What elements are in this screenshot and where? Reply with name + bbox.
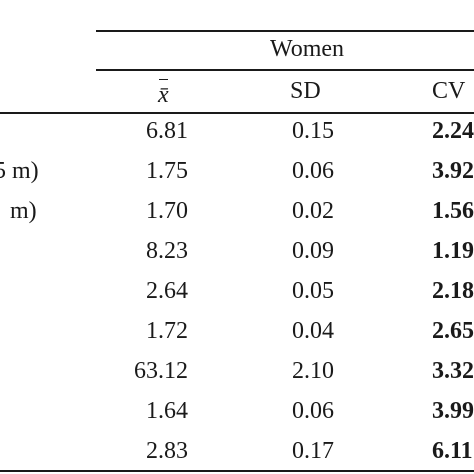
mean-value: 2.83 — [146, 438, 188, 464]
sd-value: 0.04 — [292, 318, 334, 344]
sd-value: 0.02 — [292, 198, 334, 224]
mean-value: 63.12 — [134, 358, 188, 384]
cv-value: 6.11 — [432, 438, 473, 464]
mean-value: 1.75 — [146, 158, 188, 184]
sd-value: 2.10 — [292, 358, 334, 384]
cv-value: 1.19 — [432, 238, 474, 264]
table-row: 6.81 0.15 2.24 — [0, 111, 474, 151]
table-row: 2.64 0.05 2.18 — [0, 271, 474, 311]
column-header-sd: SD — [290, 78, 321, 104]
cv-value: 2.18 — [432, 278, 474, 304]
table-row: 63.12 2.10 3.32 — [0, 351, 474, 391]
cv-value: 3.92 — [432, 158, 474, 184]
cv-value: 2.65 — [432, 318, 474, 344]
group-header-women: Women — [270, 36, 345, 62]
row-label: m) — [10, 198, 37, 224]
mean-value: 6.81 — [146, 118, 188, 144]
cv-value: 2.24 — [432, 118, 474, 144]
row-label: 5 m) — [0, 158, 39, 184]
group-top-rule — [96, 30, 474, 32]
column-header-cv: CV — [432, 78, 466, 104]
mean-value: 1.64 — [146, 398, 188, 424]
table-row: 8.23 0.09 1.19 — [0, 231, 474, 271]
sd-value: 0.17 — [292, 438, 334, 464]
mean-value: 2.64 — [146, 278, 188, 304]
table-bottom-rule — [0, 470, 474, 472]
mean-value: 1.70 — [146, 198, 188, 224]
table-row: 5 m) 1.75 0.06 3.92 — [0, 151, 474, 191]
column-header-mean: x̄ — [158, 76, 169, 110]
sd-value: 0.06 — [292, 158, 334, 184]
sd-value: 0.06 — [292, 398, 334, 424]
header-bottom-rule — [0, 112, 474, 114]
cv-value: 3.99 — [432, 398, 474, 424]
group-bottom-rule — [96, 69, 474, 71]
cv-value: 1.56 — [432, 198, 474, 224]
table-row: m) 1.70 0.02 1.56 — [0, 191, 474, 231]
sd-value: 0.15 — [292, 118, 334, 144]
cv-value: 3.32 — [432, 358, 474, 384]
sd-value: 0.05 — [292, 278, 334, 304]
table-row: 2.83 0.17 6.11 — [0, 431, 474, 471]
mean-value: 1.72 — [146, 318, 188, 344]
sd-value: 0.09 — [292, 238, 334, 264]
table-row: 1.72 0.04 2.65 — [0, 311, 474, 351]
mean-symbol: x̄ — [158, 76, 169, 110]
mean-value: 8.23 — [146, 238, 188, 264]
table-row: 1.64 0.06 3.99 — [0, 391, 474, 431]
